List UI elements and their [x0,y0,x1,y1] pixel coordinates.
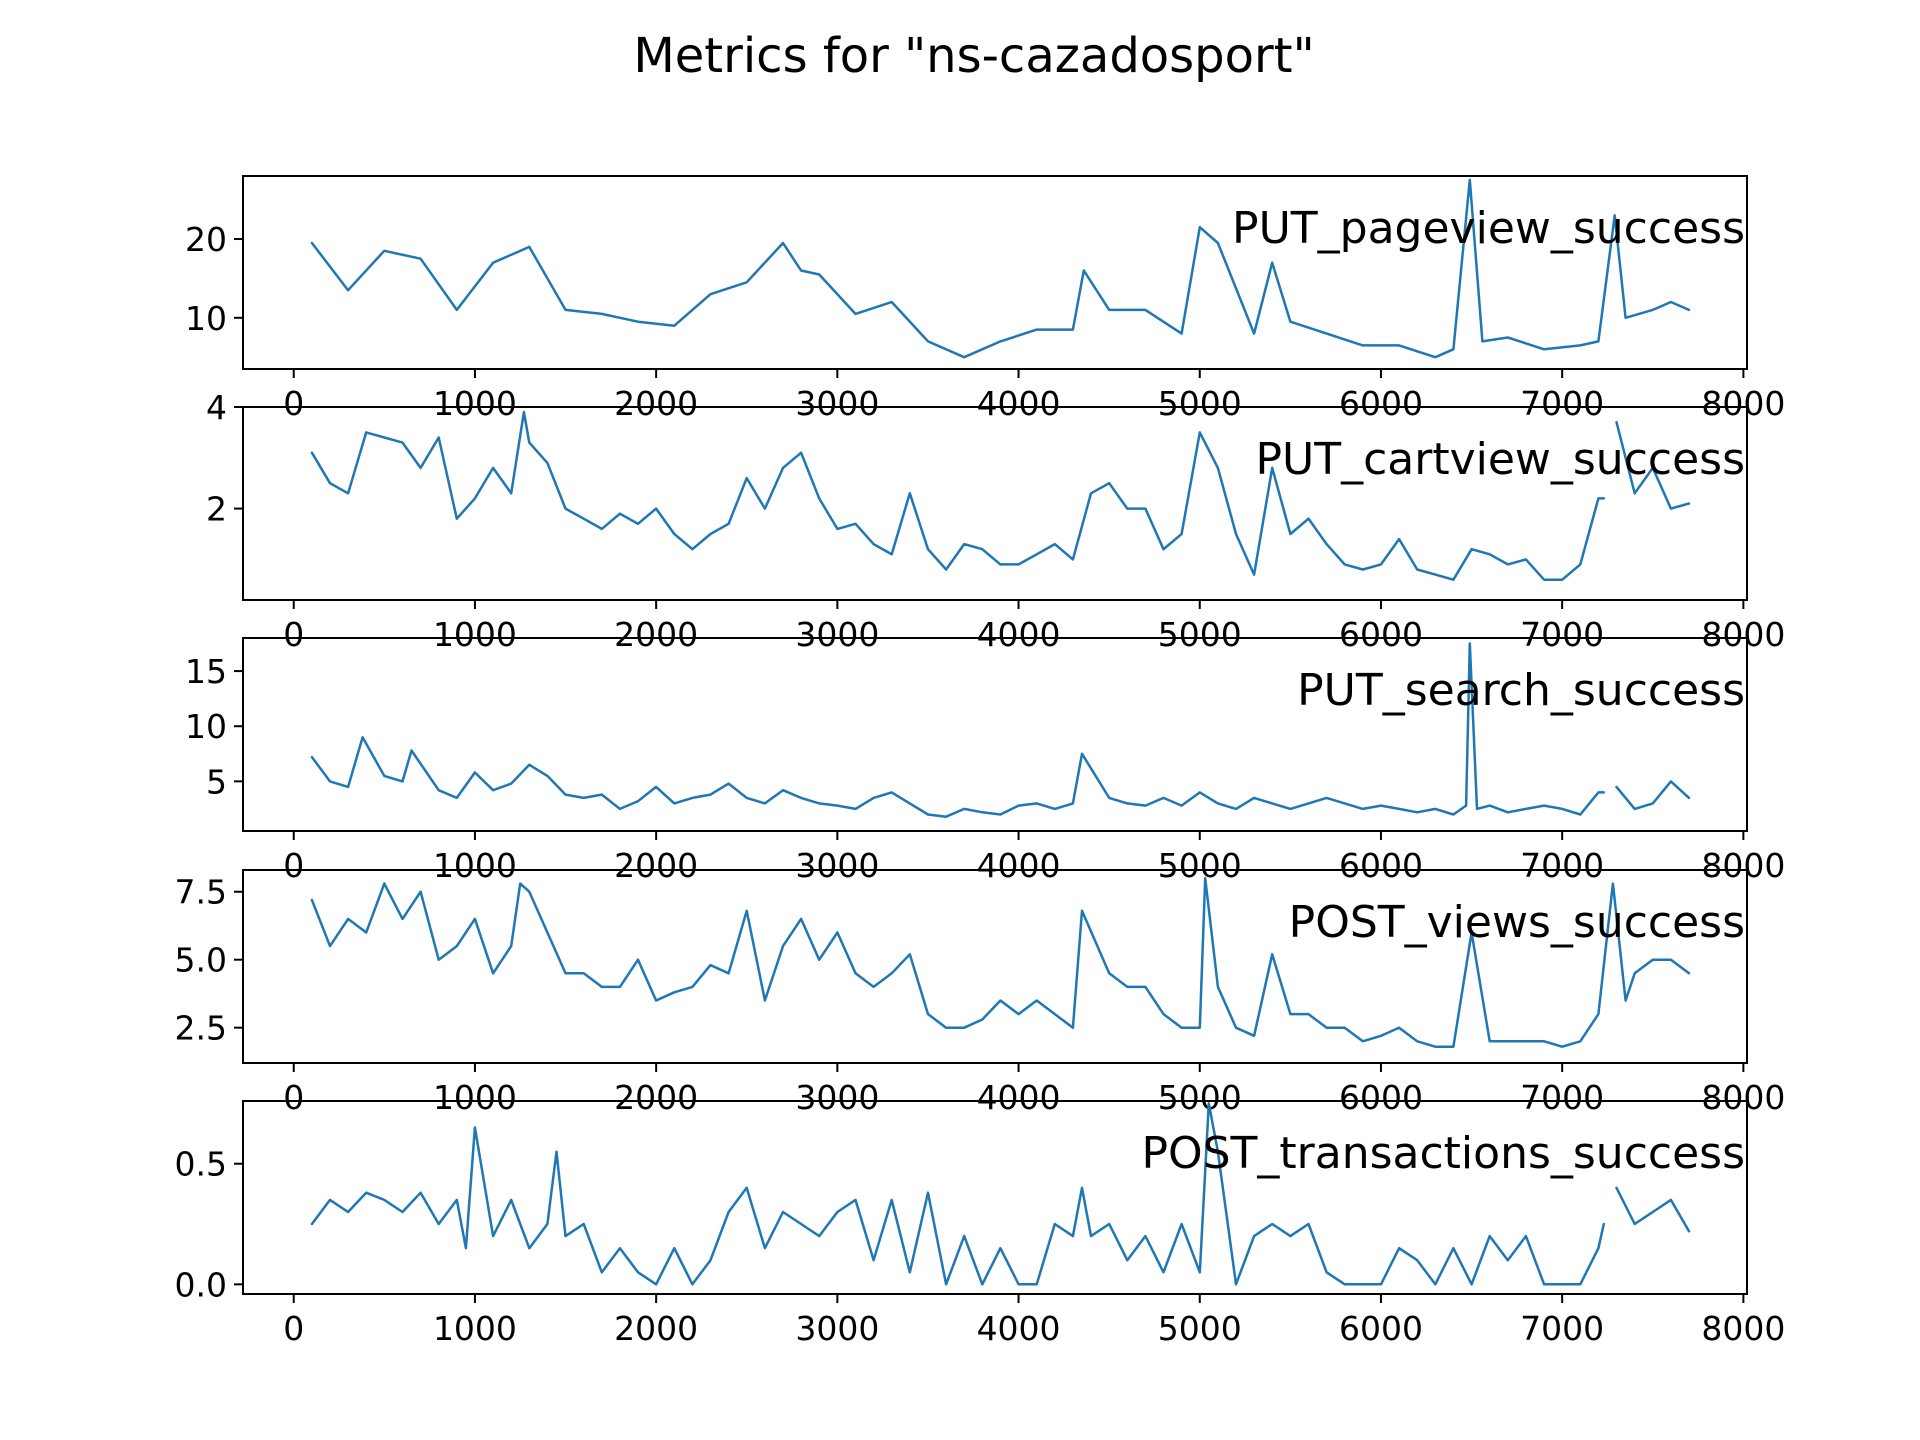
chart-panel-5: 0 1000 2000 3000 4000 5000 6000 7000 8000 0.0 0.5 P… [175,1100,1785,1348]
y-tick-label: 10 [185,299,227,338]
x-tick-label: 7000 [1520,1309,1604,1348]
x-tick-label: 8000 [1701,615,1785,654]
x-tick-label: 7000 [1520,1078,1604,1117]
y-tick-label: 5.0 [175,941,227,980]
x-tick-label: 2000 [614,1078,698,1117]
x-tick-label: 2000 [614,615,698,654]
chart-panel-3: 0 1000 2000 3000 4000 5000 6000 7000 8000 5 10 15 PU… [185,637,1785,885]
x-tick-label: 3000 [795,615,879,654]
axes-frame [242,175,1748,370]
chart-panel-1: 0 1000 2000 3000 4000 5000 6000 7000 8000 10 20 PUT… [185,175,1785,423]
x-tick-label: 3000 [795,846,879,885]
chart-panel-2: 0 1000 2000 3000 4000 5000 6000 7000 8000 2 4 PUT_c… [206,388,1785,654]
x-tick-label: 1000 [433,1309,517,1348]
x-tick-label: 6000 [1339,846,1423,885]
x-tick-label: 4000 [977,615,1061,654]
axes-frame [242,406,1748,601]
y-tick-label: 20 [185,220,227,259]
x-tick-label: 0 [283,615,304,654]
y-tick-label: 15 [185,652,227,691]
x-tick-label: 0 [283,1309,304,1348]
series-line [310,642,1691,818]
panel-label: POST_transactions_success [1141,1128,1745,1179]
series-line [310,876,1691,1048]
x-tick-label: 2000 [614,384,698,423]
chart-panel-4: 0 1000 2000 3000 4000 5000 6000 7000 8000 2.5 5.0 7… [175,869,1785,1117]
x-tick-label: 5000 [1158,1078,1242,1117]
y-tick-label: 0.0 [175,1265,227,1304]
y-tick-label: 5 [206,762,227,801]
panel-label: PUT_search_success [1297,665,1745,716]
x-tick-label: 8000 [1701,1078,1785,1117]
x-tick-label: 5000 [1158,615,1242,654]
x-tick-label: 8000 [1701,384,1785,423]
x-tick-label: 6000 [1339,1309,1423,1348]
axes-frame [242,869,1748,1064]
panel-label: PUT_pageview_success [1232,203,1745,254]
axes-frame [242,637,1748,832]
x-tick-label: 6000 [1339,1078,1423,1117]
y-tick-label: 7.5 [175,873,227,912]
series-line [310,178,1691,359]
x-tick-label: 5000 [1158,384,1242,423]
x-tick-label: 1000 [433,384,517,423]
series-line [310,1102,1691,1286]
x-tick-label: 3000 [795,1078,879,1117]
y-tick-label: 2 [206,490,227,529]
x-tick-label: 2000 [614,846,698,885]
x-tick-label: 4000 [977,384,1061,423]
y-tick-label: 10 [185,707,227,746]
axes-frame [242,1100,1748,1295]
x-tick-label: 8000 [1701,846,1785,885]
figure-title: Metrics for "ns-cazadosport" [633,28,1314,84]
y-tick-label: 2.5 [175,1009,227,1048]
panel-label: PUT_cartview_success [1255,434,1745,485]
x-tick-label: 5000 [1158,1309,1242,1348]
x-tick-label: 4000 [977,846,1061,885]
series-line [310,410,1691,581]
x-tick-label: 0 [283,1078,304,1117]
x-tick-label: 4000 [977,1078,1061,1117]
x-tick-label: 6000 [1339,384,1423,423]
x-tick-label: 1000 [433,615,517,654]
panel-label: POST_views_success [1289,897,1745,948]
x-tick-label: 3000 [795,1309,879,1348]
x-tick-label: 1000 [433,846,517,885]
x-tick-label: 3000 [795,384,879,423]
x-tick-label: 2000 [614,1309,698,1348]
x-tick-label: 0 [283,846,304,885]
x-tick-label: 6000 [1339,615,1423,654]
x-tick-label: 0 [283,384,304,423]
x-tick-label: 7000 [1520,846,1604,885]
y-tick-label: 0.5 [175,1145,227,1184]
x-tick-label: 8000 [1701,1309,1785,1348]
x-tick-label: 1000 [433,1078,517,1117]
x-tick-label: 4000 [977,1309,1061,1348]
y-tick-label: 4 [206,388,227,427]
x-tick-label: 7000 [1520,384,1604,423]
x-tick-label: 5000 [1158,846,1242,885]
x-tick-label: 7000 [1520,615,1604,654]
